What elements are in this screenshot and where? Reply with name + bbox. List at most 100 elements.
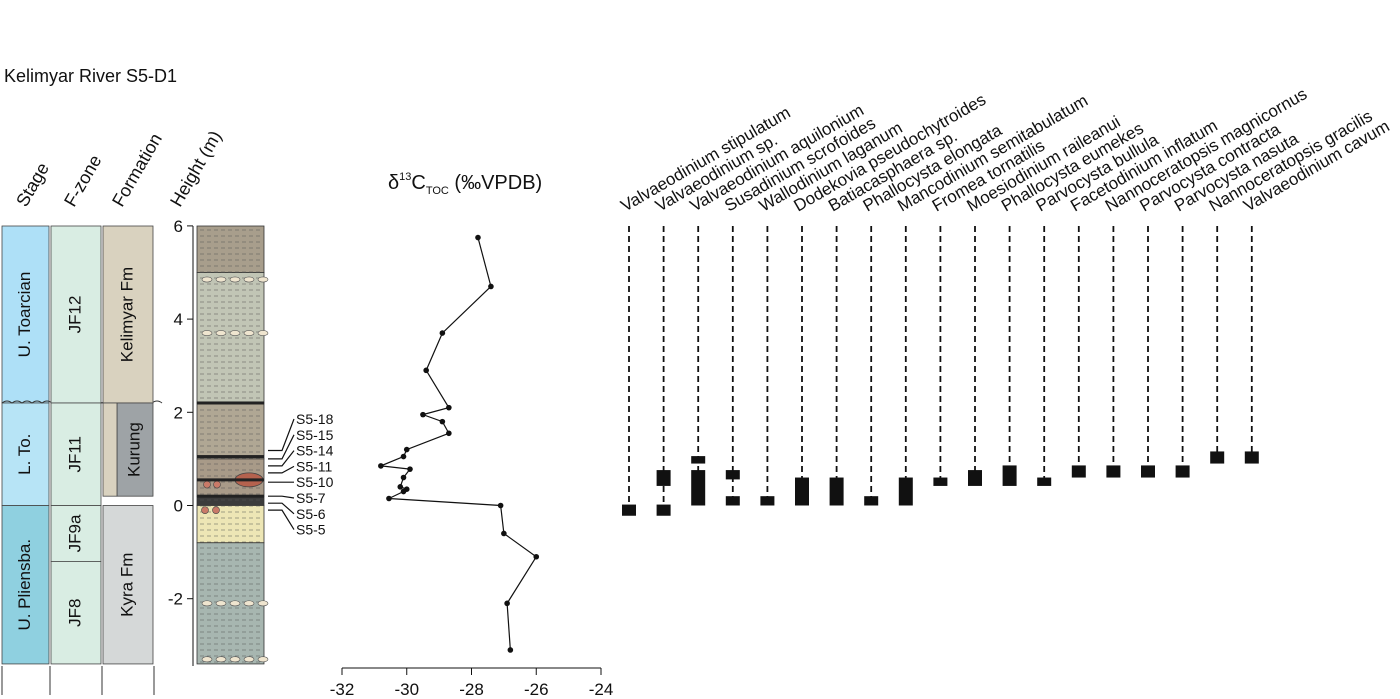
stage-label: L. To. [15, 434, 34, 475]
concretion-symbol [215, 656, 227, 663]
isotope-point [403, 446, 410, 453]
isotope-point [475, 234, 481, 241]
taxon-occurrence-bar [1002, 465, 1017, 486]
sample-leader-line [268, 495, 295, 499]
fzone-label: JF8 [65, 599, 84, 627]
formation-band [102, 225, 154, 404]
height-axis: 6 4 2 0 -2 [168, 217, 194, 666]
formation-band [102, 505, 154, 665]
concretion-symbol [243, 656, 255, 663]
isotope-point [439, 330, 446, 336]
column-header-fzone: F-zone [60, 151, 105, 210]
isotope-point [378, 463, 384, 469]
isotope-point [407, 466, 413, 472]
concretion-symbol [201, 656, 213, 663]
fzone-label: JF12 [65, 296, 84, 334]
sample-label: S5-11 [296, 458, 333, 474]
isotope-point [400, 453, 407, 460]
isotope-point [501, 530, 507, 537]
taxon-occurrence-bar [1106, 465, 1121, 478]
isotope-point [400, 488, 407, 495]
taxon-occurrence-bar [656, 504, 671, 516]
isotope-point [504, 600, 510, 607]
isotope-point [507, 647, 514, 653]
nodule-symbol [201, 506, 209, 514]
fzone-band [50, 561, 102, 665]
lithology-unit [196, 402, 265, 460]
subscript-toc: TOC [426, 185, 449, 197]
concretion-symbol [201, 276, 213, 283]
formation-label: Kyra Fm [117, 553, 136, 617]
shale-band [197, 478, 264, 482]
taxon-occurrence-bar [829, 477, 844, 506]
taxon-occurrence-bar [864, 496, 879, 506]
fzone-column: JF12 JF11 JF9a JF8 [50, 225, 102, 665]
concretion-symbol [201, 600, 213, 607]
concretion-symbol [257, 276, 269, 283]
unit-label: (‰VPDB) [449, 172, 542, 194]
isotope-point [533, 553, 540, 560]
isotope-point [386, 495, 392, 502]
concretion-symbol [201, 330, 213, 336]
concretion-symbol [215, 276, 227, 283]
isotope-point [446, 430, 452, 437]
concretion-symbol [229, 276, 241, 283]
carbon-isotope-x-axis: -32 -30 -28 -26 -24 [330, 667, 614, 699]
sample-label: S5-7 [296, 490, 326, 506]
concretion-symbol [257, 330, 269, 336]
carbon-letter: C [411, 172, 425, 194]
nodule-symbol [203, 480, 211, 489]
isotope-point [400, 474, 407, 481]
column-header-height: Height (m) [166, 127, 225, 210]
concretion-symbol [257, 600, 269, 607]
column-header-stage: Stage [12, 159, 53, 210]
isotope-line [380, 237, 538, 651]
taxon-occurrence-bar [622, 504, 636, 516]
formation-band-filler [102, 402, 118, 497]
taxon-occurrence-bar [691, 470, 706, 506]
fzone-band [50, 505, 102, 562]
delta-symbol: δ [388, 172, 399, 194]
column-header-formation: Formation [108, 130, 166, 210]
sample-leader-line [268, 450, 295, 467]
concretion-symbol [215, 330, 227, 336]
sample-label: S5-6 [296, 506, 326, 522]
x-tick-label: -24 [589, 680, 614, 699]
isotope-point [397, 484, 404, 490]
taxon-occurrence-bar [656, 470, 671, 486]
height-tick-label: 4 [174, 310, 183, 329]
sample-label: S5-14 [296, 443, 334, 459]
carbon-isotope-series [378, 234, 540, 653]
isotope-point [446, 404, 452, 411]
taxon-occurrence-bar [725, 470, 740, 480]
sample-label: S5-10 [296, 474, 334, 490]
concretion-symbol [215, 600, 227, 607]
x-tick-label: -32 [330, 680, 355, 699]
isotope-point [420, 411, 426, 418]
taxon-occurrence-bar [1071, 465, 1086, 478]
isotope-point [488, 283, 494, 290]
sample-label: S5-18 [296, 411, 334, 427]
taxon-occurrence-bar [1141, 465, 1155, 478]
shale-band [197, 455, 264, 459]
isotope-point [423, 367, 429, 374]
x-tick-label: -28 [459, 680, 484, 699]
taxon-occurrence-bar [1210, 451, 1225, 464]
fzone-band [50, 225, 102, 404]
figure-title: Kelimyar River S5-D1 [4, 66, 177, 86]
height-tick-label: -2 [168, 590, 183, 609]
taxon-occurrence-bar [933, 477, 948, 486]
isotope-point [439, 418, 446, 425]
concretion-symbol [257, 656, 269, 663]
taxon-occurrence-bar [795, 477, 809, 506]
taxon-occurrence-bar [1244, 451, 1259, 464]
isotope-point [497, 502, 504, 509]
sample-leader-line [268, 509, 295, 530]
taxon-occurrence-bar [968, 470, 982, 486]
lithology-unit [196, 225, 265, 273]
height-tick-label: 6 [174, 217, 183, 236]
concretion-symbol [229, 330, 241, 336]
nodule-symbol [212, 506, 220, 514]
